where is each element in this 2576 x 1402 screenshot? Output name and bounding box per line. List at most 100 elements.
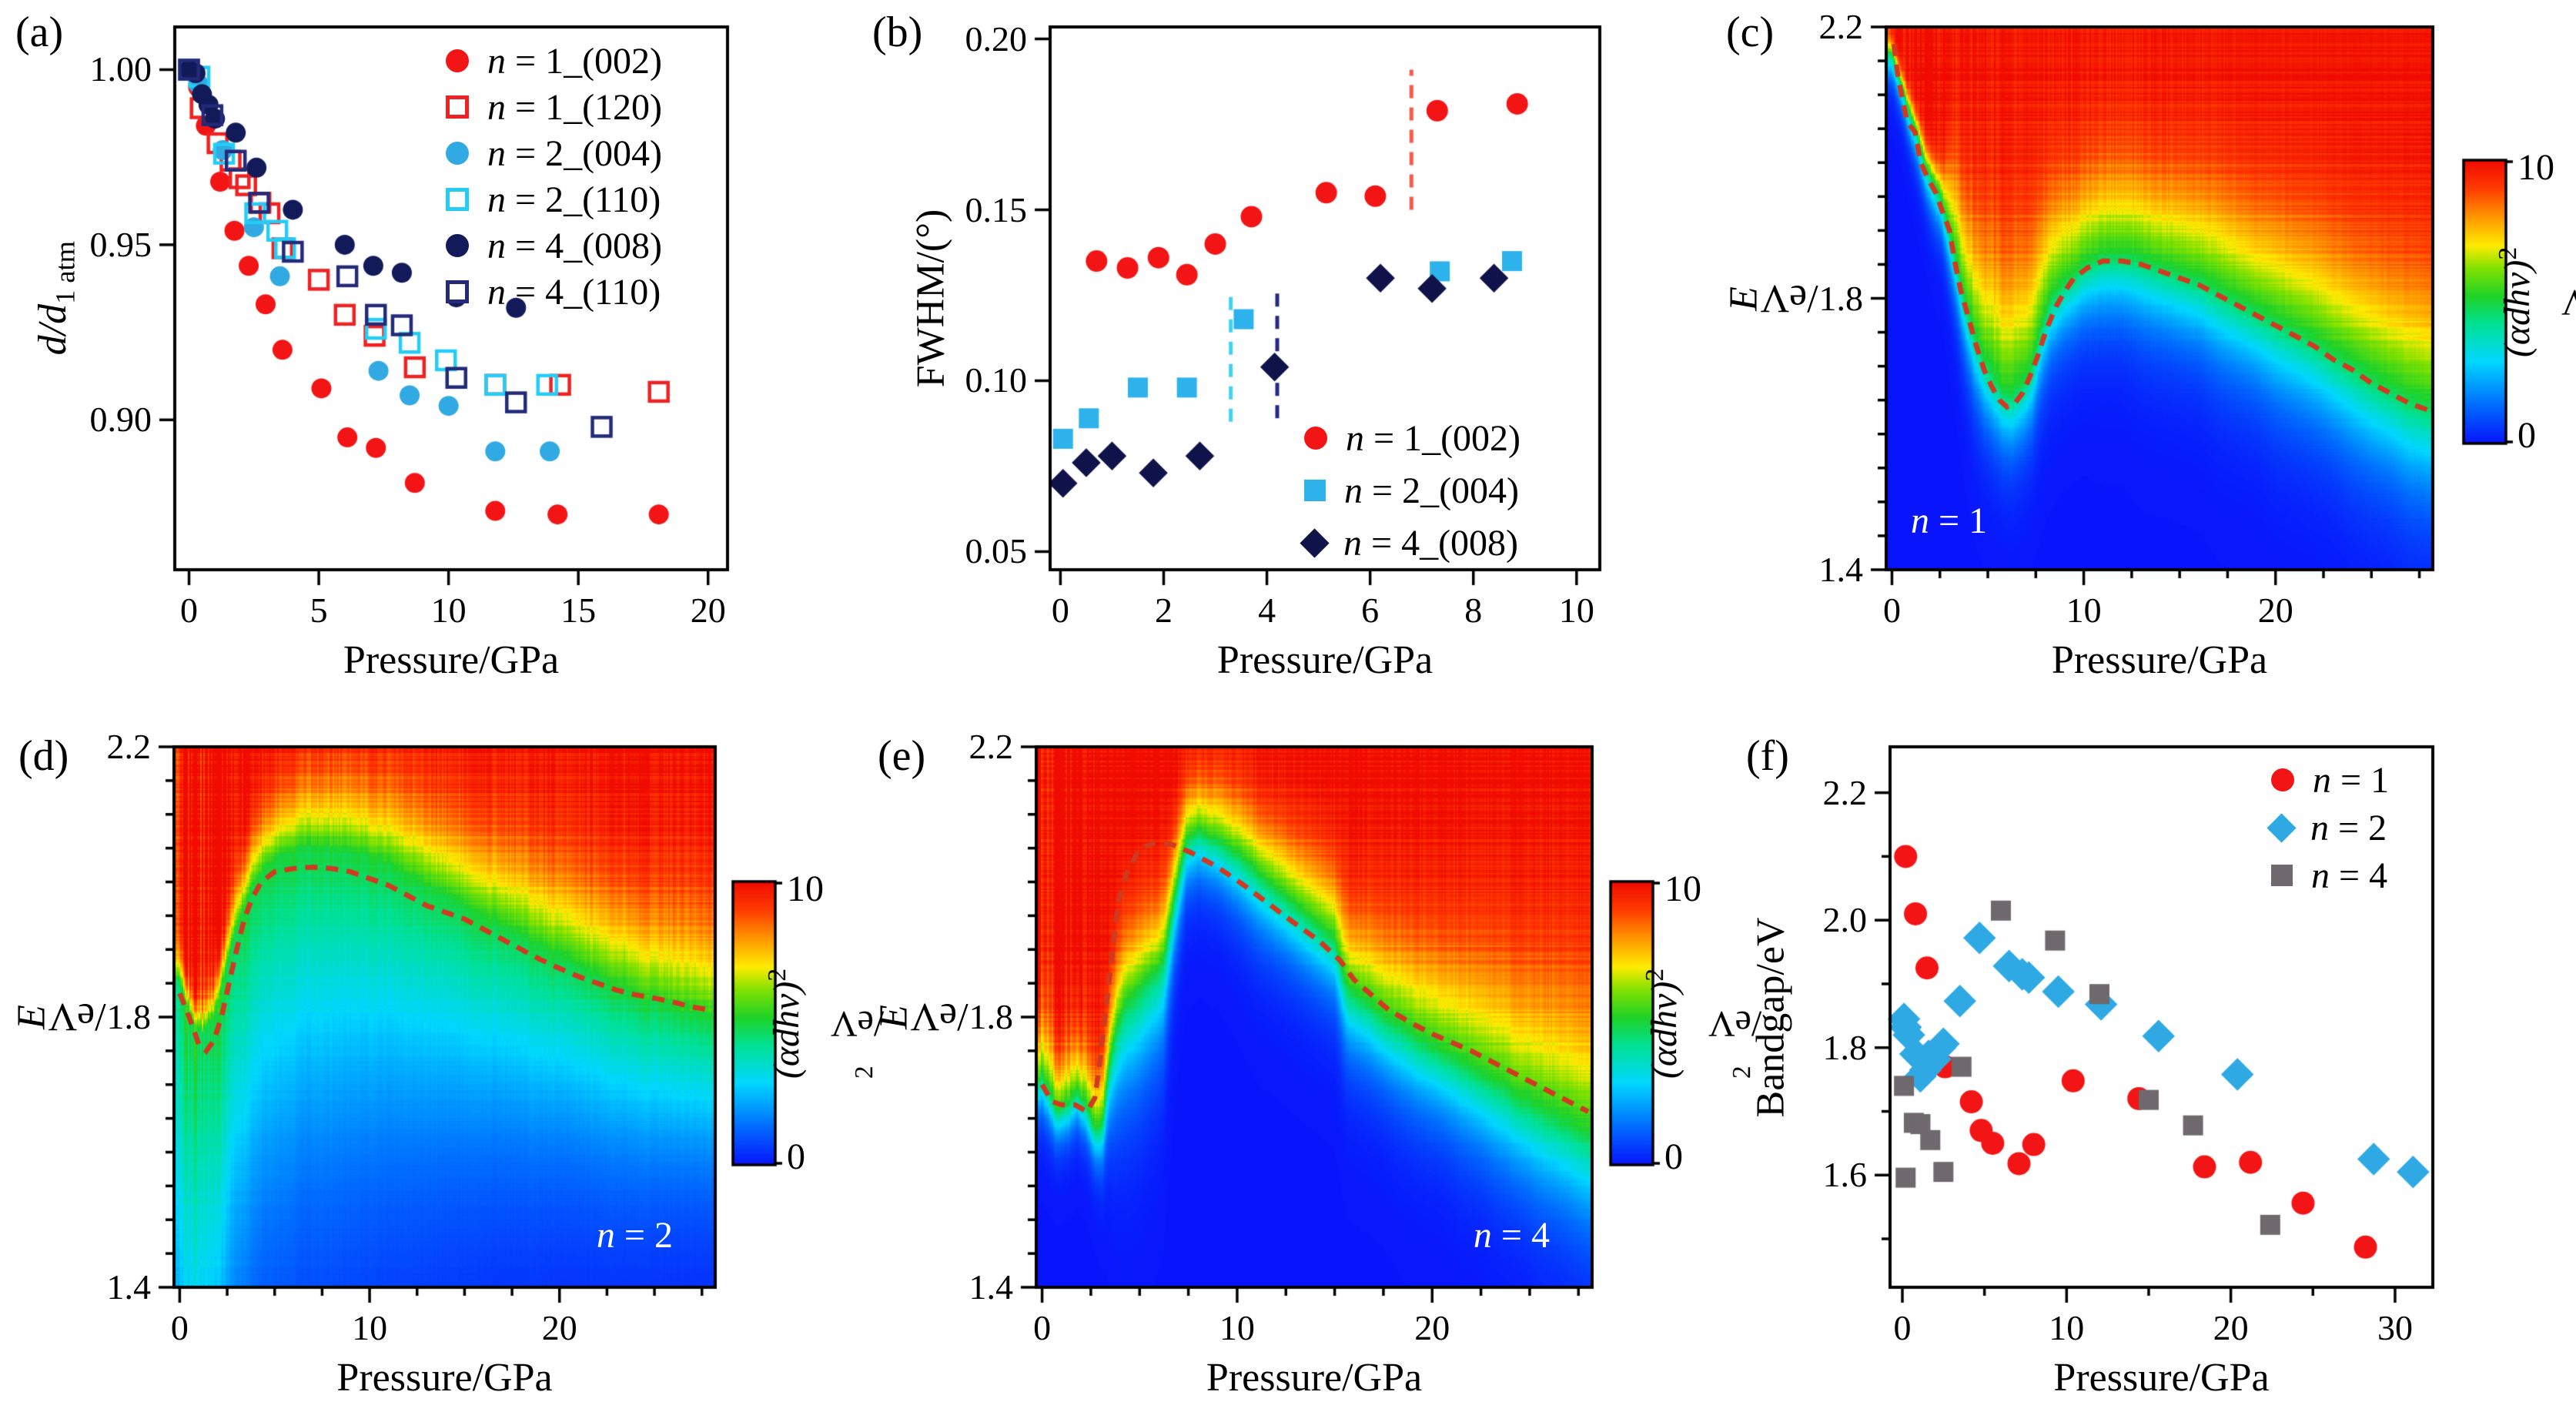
panel-letter-b: (b) <box>872 8 923 56</box>
panel-a: Pressure/GPa d/d1 atm n = 1_(002) n = 1_… <box>31 0 797 682</box>
legend-item: n = 1_(002) <box>1304 412 1521 464</box>
y-tick-label: 1.8 <box>106 997 152 1036</box>
panel-d-plot <box>105 678 785 1357</box>
x-tick-label: 0 <box>1882 591 1901 630</box>
x-tick-label: 5 <box>309 591 328 630</box>
y-tick-label: 1.4 <box>106 1267 152 1307</box>
y-tick-label: 0.10 <box>965 360 1028 400</box>
legend-item: n = 4 <box>2271 852 2389 899</box>
colorbar-e-label: (αdhν)2/eV 2 <box>1641 968 1762 1079</box>
x-tick-label: 15 <box>560 591 597 630</box>
x-tick-label: 0 <box>170 1308 189 1347</box>
legend-item: n = 1_(120) <box>446 84 662 130</box>
panel-letter-d: (d) <box>18 732 69 780</box>
legend-marker-diamond-blue <box>2267 812 2297 843</box>
colorbar-c: 10 0 (αdhν)2/eV2 <box>2456 149 2576 454</box>
legend-marker-square-open-cyan <box>446 188 469 211</box>
panel-e-xaxis-title: Pressure/GPa <box>1206 1356 1423 1400</box>
legend-marker-circle-red <box>1304 427 1327 450</box>
legend-marker-circle-red <box>2271 768 2294 791</box>
legend-label: n = 2_(110) <box>487 179 661 220</box>
panel-a-legend: n = 1_(002) n = 1_(120) n = 2_(004) n = … <box>446 38 662 315</box>
y-tick-label: 0.95 <box>89 224 152 264</box>
panel-c: Pressure/GPa E/eV n = 1 0 10 20 1.4 1.8 2.2 <box>1722 0 2502 682</box>
panel-f-yaxis-title: Bandgap/eV <box>1748 917 1793 1117</box>
panel-b: Pressure/GPa FWHM/(°) n = 1_(002) n = 2_… <box>909 0 1669 682</box>
legend-item: n = 1_(002) <box>446 38 662 84</box>
y-tick-label: 2.2 <box>969 727 1014 766</box>
colorbar-d-canvas <box>725 874 783 1173</box>
x-tick-label: 0 <box>1051 591 1069 630</box>
panel-b-legend: n = 1_(002) n = 2_(004) n = 4_(008) <box>1300 412 1521 569</box>
panel-letter-e: (e) <box>878 732 926 780</box>
y-tick-label: 0.05 <box>965 531 1028 571</box>
y-tick-label: 2.2 <box>106 727 152 766</box>
x-tick-label: 20 <box>2213 1308 2249 1347</box>
colorbar-c-canvas <box>2456 152 2514 451</box>
panel-c-plot <box>1817 0 2502 639</box>
legend-item: n = 2_(110) <box>446 176 662 223</box>
legend-marker-square-blue <box>1304 480 1326 501</box>
colorbar-e: 10 0 (αdhν)2/eV 2 <box>1603 871 1762 1176</box>
y-tick-label: 1.8 <box>1822 1027 1868 1067</box>
panel-f-plot <box>1821 678 2502 1357</box>
panel-b-plot <box>981 0 1669 639</box>
legend-label: n = 2_(004) <box>1344 470 1520 511</box>
x-tick-label: 10 <box>352 1308 388 1347</box>
x-tick-label: 0 <box>1033 1308 1052 1347</box>
legend-item: n = 2_(004) <box>1304 464 1521 517</box>
y-tick-label: 1.8 <box>969 997 1014 1036</box>
legend-item: n = 4_(110) <box>446 269 662 315</box>
ylabel-a-main: d/d <box>30 304 75 356</box>
legend-item: n = 4_(008) <box>446 223 662 269</box>
x-tick-label: 10 <box>2066 591 2102 630</box>
legend-label: n = 1_(120) <box>487 86 663 128</box>
x-tick-label: 10 <box>2049 1308 2085 1347</box>
legend-label: n = 1_(002) <box>1346 417 1521 459</box>
x-tick-label: 10 <box>430 591 467 630</box>
panel-e: Pressure/GPa E/eV n = 4 0 10 20 1.4 1.8 2.2 <box>872 678 1661 1400</box>
panel-d: Pressure/GPa E/eV n = 2 0 10 20 1.4 1.8 2.2 <box>10 678 785 1400</box>
legend-marker-square-gray <box>2271 865 2293 886</box>
panel-e-annotation: n = 4 <box>1473 1215 1550 1256</box>
panel-c-annotation: n = 1 <box>1911 500 1988 541</box>
colorbar-d-max: 10 <box>787 868 824 909</box>
panel-e-plot <box>967 678 1661 1357</box>
colorbar-c-max: 10 <box>2517 147 2554 188</box>
x-tick-label: 4 <box>1258 591 1276 630</box>
legend-marker-circle-navy <box>446 234 469 257</box>
y-tick-label: 2.0 <box>1822 900 1868 940</box>
colorbar-e-canvas <box>1603 874 1661 1173</box>
legend-marker-circle-lightblue <box>446 142 469 165</box>
x-tick-label: 10 <box>1219 1308 1255 1347</box>
legend-label: n = 4 <box>2311 855 2388 896</box>
y-tick-label: 2.2 <box>1822 772 1868 812</box>
panel-c-xaxis-title: Pressure/GPa <box>2051 638 2268 682</box>
legend-marker-diamond-navy <box>1300 527 1330 558</box>
colorbar-e-max: 10 <box>1664 868 1701 909</box>
panel-letter-f: (f) <box>1746 732 1789 780</box>
legend-item: n = 2_(004) <box>446 130 662 176</box>
y-tick-label: 2.2 <box>1818 7 1864 46</box>
legend-item: n = 1 <box>2271 756 2389 804</box>
panel-b-xaxis-title: Pressure/GPa <box>1216 638 1434 682</box>
legend-label: n = 1 <box>2313 759 2390 801</box>
y-tick-label: 0.15 <box>965 189 1028 229</box>
colorbar-d-label: (αdhν)2/eV 2 <box>763 968 885 1079</box>
x-tick-label: 8 <box>1464 591 1483 630</box>
y-tick-label: 0.90 <box>89 400 152 440</box>
legend-item: n = 4_(008) <box>1300 517 1521 569</box>
colorbar-e-min: 0 <box>1664 1136 1683 1177</box>
y-tick-label: 1.00 <box>89 49 152 89</box>
legend-marker-circle-red <box>446 49 469 72</box>
panel-f-xaxis-title: Pressure/GPa <box>2053 1356 2270 1400</box>
colorbar-c-min: 0 <box>2517 415 2536 456</box>
panel-a-yaxis-title: d/d1 atm <box>30 27 80 570</box>
legend-marker-square-open-red <box>446 95 469 119</box>
y-tick-label: 1.8 <box>1818 278 1864 318</box>
panel-f: Pressure/GPa Bandgap/eV n = 1 n = 2 n = … <box>1749 678 2502 1400</box>
legend-label: n = 4_(008) <box>487 225 663 266</box>
legend-label: n = 2 <box>2310 807 2387 848</box>
panel-letter-a: (a) <box>15 8 64 56</box>
